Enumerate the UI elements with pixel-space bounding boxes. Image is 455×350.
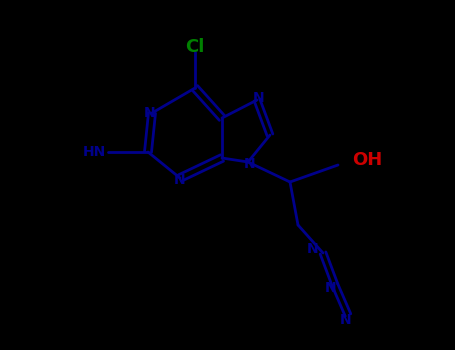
Text: N: N [144,106,156,120]
Text: OH: OH [352,151,382,169]
Text: N: N [253,91,265,105]
Text: N: N [174,173,186,187]
Text: N: N [325,281,337,295]
Text: Cl: Cl [185,38,205,56]
Text: HN: HN [83,145,106,159]
Text: N: N [340,313,352,327]
Text: N: N [244,157,256,171]
Text: N: N [307,242,319,256]
